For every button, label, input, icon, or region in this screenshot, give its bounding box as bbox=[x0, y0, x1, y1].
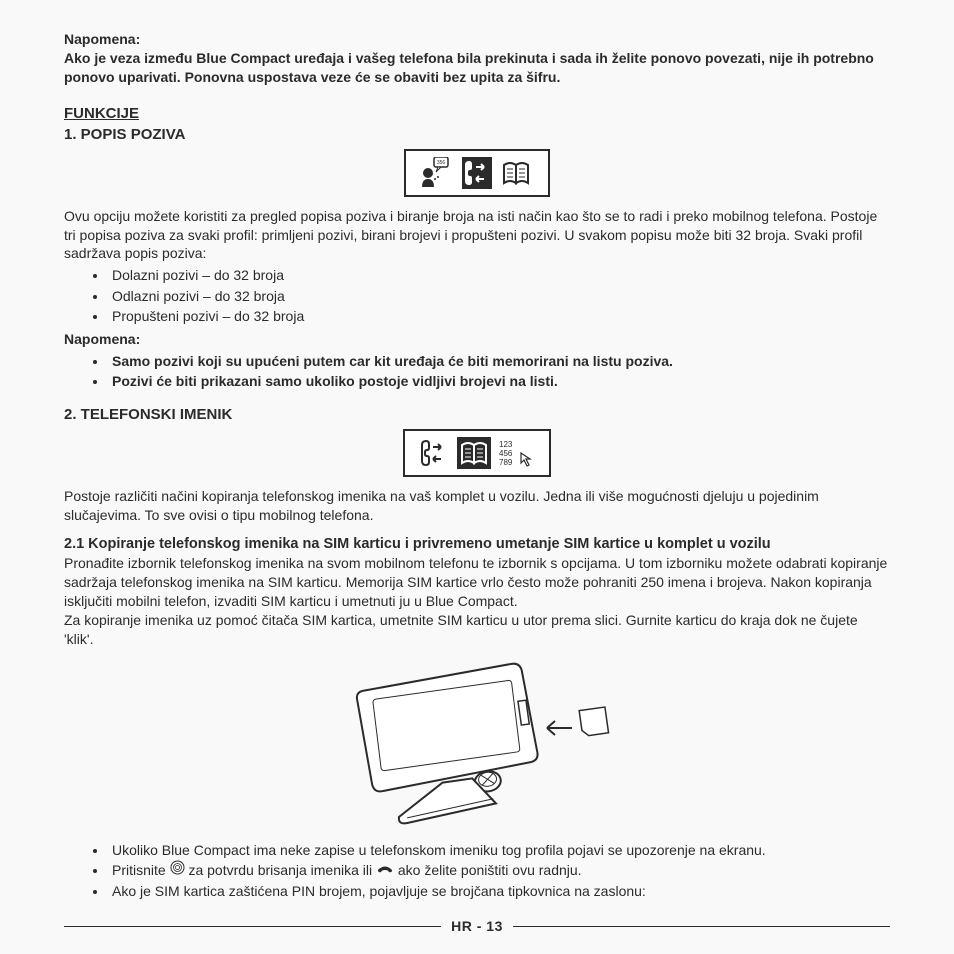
lcd-phonebook-icon: 123 456 789 bbox=[403, 429, 551, 477]
svg-text:789: 789 bbox=[499, 458, 513, 467]
section1-item: Odlazni pozivi – do 32 broja bbox=[108, 286, 890, 306]
section21-item: Ukoliko Blue Compact ima neke zapise u t… bbox=[108, 840, 890, 860]
svg-text:456: 456 bbox=[499, 449, 513, 458]
hangup-icon bbox=[376, 860, 394, 880]
section21-p1: Pronađite izbornik telefonskog imenika n… bbox=[64, 554, 890, 611]
mixed-pre: Pritisnite bbox=[112, 862, 170, 878]
section2-title: 2. TELEFONSKI IMENIK bbox=[64, 406, 890, 423]
call-log-icon bbox=[419, 437, 449, 469]
phonebook-icon bbox=[500, 157, 534, 189]
note2-item: Samo pozivi koji su upućeni putem car ki… bbox=[108, 351, 890, 371]
mixed-mid: za potvrdu brisanja imenika ili bbox=[185, 862, 376, 878]
mixed-post: ako želite poništiti ovu radnju. bbox=[394, 862, 582, 878]
section1-title: 1. POPIS POZIVA bbox=[64, 126, 890, 143]
page-number: HR - 13 bbox=[451, 918, 503, 934]
svg-text:123: 123 bbox=[499, 440, 513, 449]
note2-list: Samo pozivi koji su upućeni putem car ki… bbox=[64, 351, 890, 392]
section1-item: Dolazni pozivi – do 32 broja bbox=[108, 265, 890, 285]
section21-item: Ako je SIM kartica zaštićena PIN brojem,… bbox=[108, 881, 890, 901]
section21-p2: Za kopiranje imenika uz pomoć čitača SIM… bbox=[64, 611, 890, 649]
section2-intro: Postoje različiti načini kopiranja telef… bbox=[64, 487, 890, 525]
note2-item: Pozivi će biti prikazani samo ukoliko po… bbox=[108, 371, 890, 391]
phonebook-highlight-icon bbox=[457, 437, 491, 469]
functions-heading: FUNKCIJE bbox=[64, 105, 890, 122]
svg-text:356: 356 bbox=[437, 160, 446, 166]
digits-cursor-icon: 123 456 789 bbox=[499, 437, 535, 469]
note1: Napomena: Ako je veza između Blue Compac… bbox=[64, 30, 890, 87]
note1-text: Ako je veza između Blue Compact uređaja … bbox=[64, 49, 890, 87]
section1-intro: Ovu opciju možete koristiti za pregled p… bbox=[64, 207, 890, 264]
caller-icon: 356 bbox=[420, 157, 454, 189]
section1-list: Dolazni pozivi – do 32 broja Odlazni poz… bbox=[64, 265, 890, 326]
note2-label: Napomena: bbox=[64, 331, 140, 347]
section21-item-mixed: Pritisnite za potvrdu brisanja imenika i… bbox=[108, 860, 890, 881]
note2: Napomena: Samo pozivi koji su upućeni pu… bbox=[64, 330, 890, 391]
device-sim-illustration bbox=[337, 653, 617, 828]
dial-knob-icon bbox=[170, 860, 185, 880]
call-log-icon bbox=[462, 157, 492, 189]
page-footer: HR - 13 bbox=[64, 918, 890, 934]
lcd-call-list-icon: 356 bbox=[404, 149, 550, 197]
section21-title: 2.1 Kopiranje telefonskog imenika na SIM… bbox=[64, 535, 890, 555]
section1-item: Propušteni pozivi – do 32 broja bbox=[108, 306, 890, 326]
note1-label: Napomena: bbox=[64, 31, 140, 47]
section21-list: Ukoliko Blue Compact ima neke zapise u t… bbox=[64, 840, 890, 902]
